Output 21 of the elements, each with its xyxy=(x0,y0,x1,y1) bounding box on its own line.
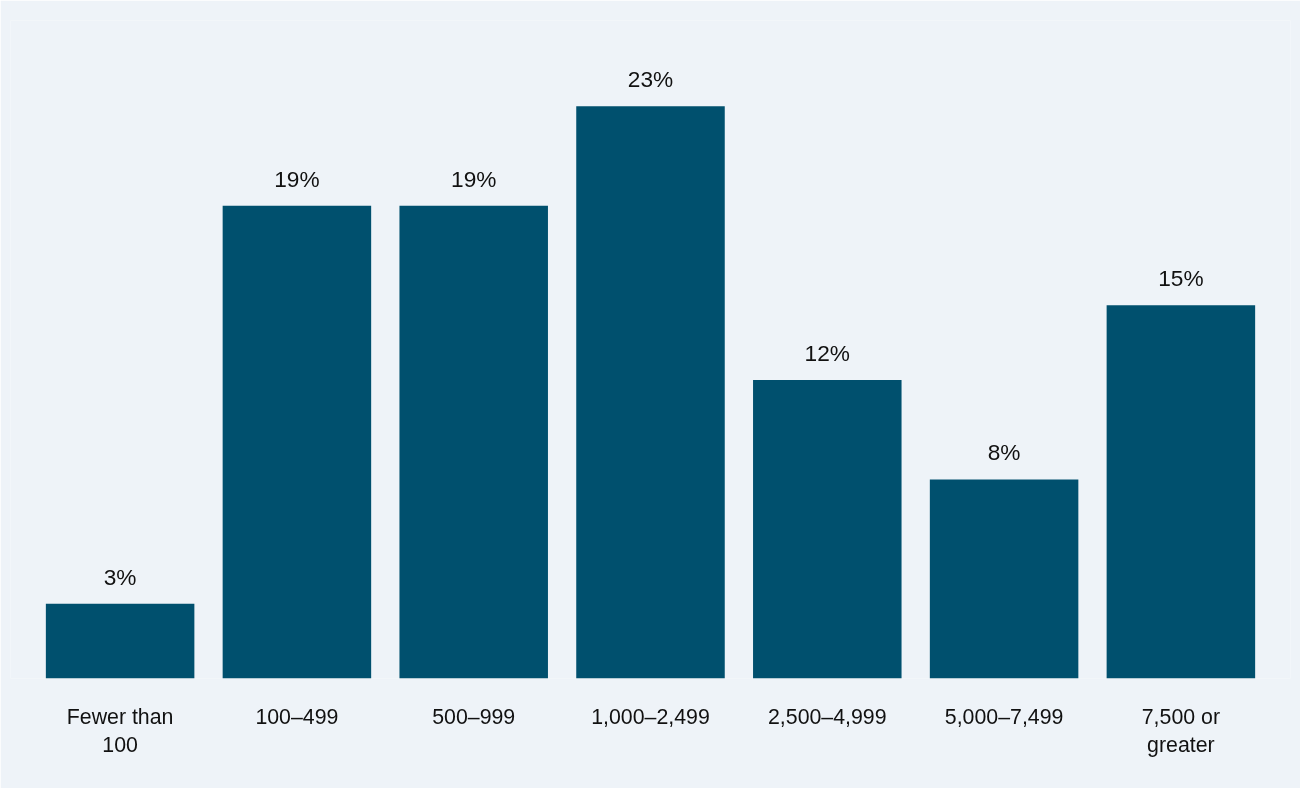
data-label: 19% xyxy=(451,165,497,192)
bar xyxy=(1106,305,1256,679)
x-tick-label: 100–499 xyxy=(255,704,339,729)
x-tick-label: 1,000–2,499 xyxy=(591,704,710,729)
data-label: 23% xyxy=(627,66,674,93)
x-tick-label: 2,500–4,999 xyxy=(767,704,887,729)
x-tick-label: 7,500 or greater xyxy=(1141,704,1221,758)
x-tick-label: 500–999 xyxy=(432,704,516,729)
data-label: 12% xyxy=(804,339,850,366)
bar xyxy=(753,379,902,679)
data-label: 15% xyxy=(1158,265,1204,292)
data-label: 19% xyxy=(274,165,320,192)
data-label: 8% xyxy=(987,439,1021,466)
bar xyxy=(222,205,372,679)
x-tick-label: Fewer than 100 xyxy=(66,704,174,758)
x-tick-label: 5,000–7,499 xyxy=(944,704,1064,729)
data-label: 3% xyxy=(103,563,137,590)
bar xyxy=(576,106,725,679)
bar xyxy=(399,205,548,679)
bar xyxy=(45,603,195,679)
bar xyxy=(929,479,1079,679)
